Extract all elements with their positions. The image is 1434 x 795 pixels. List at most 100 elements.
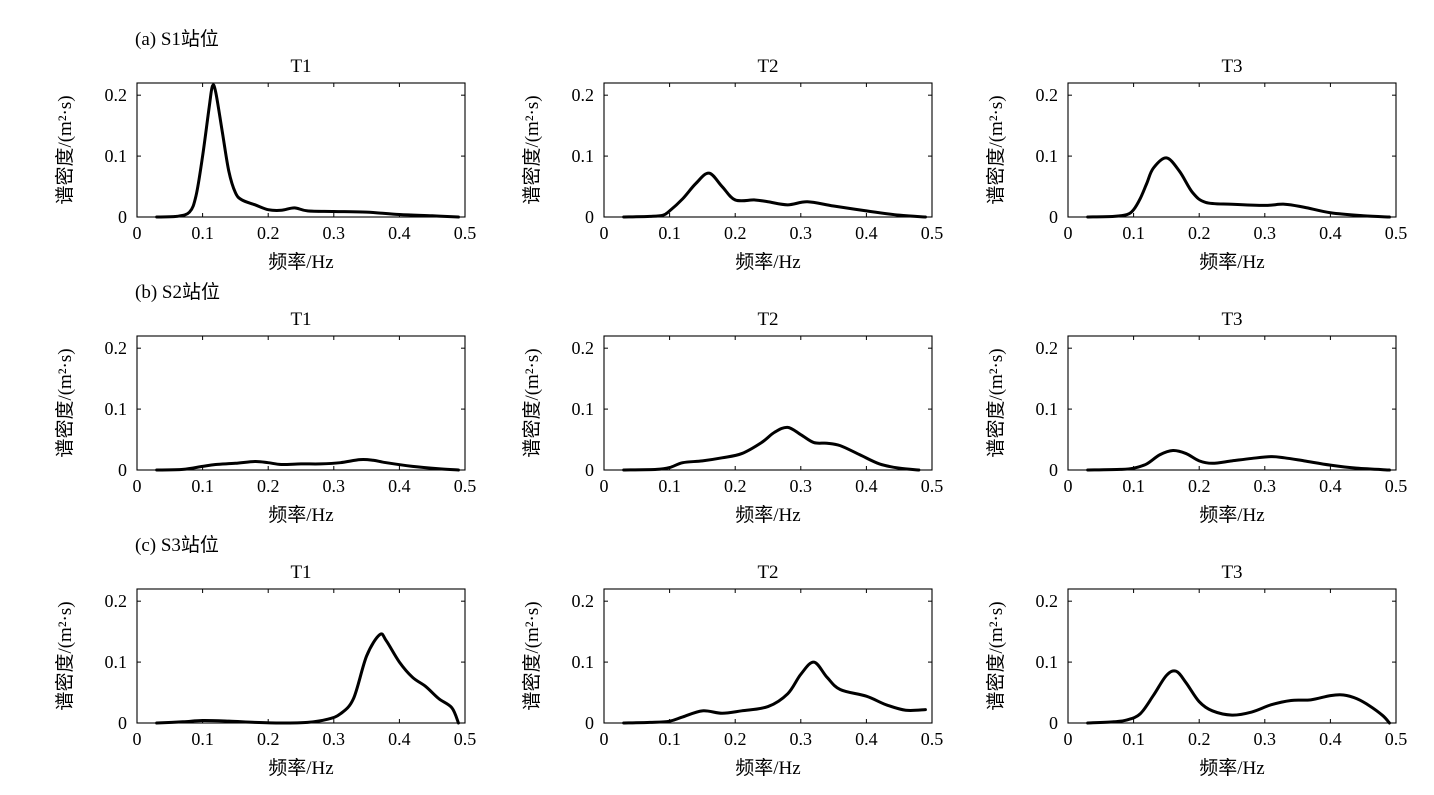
y-axis-label: 谱密度/(m²·s)	[54, 348, 76, 457]
y-axis-label: 谱密度/(m²·s)	[54, 601, 76, 710]
x-tick-label: 0.2	[1188, 223, 1211, 243]
x-tick-label: 0.2	[724, 223, 747, 243]
plot-frame	[1067, 335, 1397, 471]
x-tick-label: 0.1	[191, 223, 214, 243]
x-tick-label: 0.5	[921, 223, 944, 243]
x-axis-label: 频率/Hz	[1199, 504, 1264, 526]
x-tick-label: 0.2	[257, 729, 280, 749]
y-tick-label: 0	[585, 460, 594, 480]
y-tick-label: 0.2	[1036, 338, 1059, 358]
y-tick-label: 0.1	[1036, 146, 1059, 166]
x-tick-label: 0.4	[855, 729, 878, 749]
y-tick-label: 0.2	[105, 338, 128, 358]
x-tick-label: 0.2	[257, 223, 280, 243]
y-tick-label: 0.2	[105, 85, 128, 105]
y-tick-label: 0	[585, 207, 594, 227]
y-tick-label: 0	[1049, 713, 1058, 733]
subplot-title: T1	[290, 562, 311, 583]
y-tick-label: 0.2	[572, 85, 595, 105]
x-axis-label: 频率/Hz	[735, 251, 800, 273]
y-tick-label: 0.1	[572, 652, 595, 672]
x-tick-label: 0.5	[454, 729, 477, 749]
x-tick-label: 0.1	[658, 729, 681, 749]
x-tick-label: 0.5	[921, 729, 944, 749]
spectrum-line	[155, 458, 460, 472]
y-tick-label: 0.1	[105, 399, 128, 419]
x-tick-label: 0.2	[257, 476, 280, 496]
x-tick-label: 0	[600, 729, 609, 749]
y-axis-label: 谱密度/(m²·s)	[54, 95, 76, 204]
spectrum-line	[622, 171, 927, 219]
x-tick-label: 0.3	[323, 476, 346, 496]
subplot-title: T3	[1221, 309, 1242, 330]
x-axis-label: 频率/Hz	[268, 251, 333, 273]
x-tick-label: 0	[1064, 476, 1073, 496]
y-tick-label: 0	[118, 713, 127, 733]
x-tick-label: 0.3	[790, 476, 813, 496]
y-tick-label: 0.2	[572, 338, 595, 358]
x-tick-label: 0.1	[658, 223, 681, 243]
plot-frame	[1067, 588, 1397, 724]
y-tick-label: 0.1	[572, 146, 595, 166]
x-tick-label: 0.3	[790, 223, 813, 243]
x-tick-label: 0.5	[1385, 223, 1408, 243]
x-axis-label: 频率/Hz	[268, 757, 333, 779]
x-tick-label: 0.3	[323, 223, 346, 243]
x-tick-label: 0.3	[1254, 729, 1277, 749]
x-tick-label: 0.3	[323, 729, 346, 749]
x-tick-label: 0	[133, 223, 142, 243]
plot-frame	[136, 335, 466, 471]
plot-frame	[136, 82, 466, 218]
y-tick-label: 0.2	[1036, 591, 1059, 611]
subplot-3-3: 0 0.1 0.2 0.3 0.4 0.5 0 0.1 0.2 T3 频率/Hz 谱密度/(m²·s)	[985, 562, 1407, 779]
y-axis-label: 谱密度/(m²·s)	[521, 601, 543, 710]
x-tick-label: 0.5	[454, 476, 477, 496]
x-tick-label: 0.2	[724, 476, 747, 496]
x-tick-label: 0.1	[1122, 729, 1145, 749]
x-axis-label: 频率/Hz	[735, 504, 800, 526]
subplot-2-3: 0 0.1 0.2 0.3 0.4 0.5 0 0.1 0.2 T3 频率/Hz 谱密度/(m²·s)	[985, 309, 1407, 526]
x-tick-label: 0.1	[1122, 476, 1145, 496]
spectrum-line	[1086, 449, 1391, 472]
y-axis-label: 谱密度/(m²·s)	[521, 348, 543, 457]
panel-row-label: (b) S2站位	[135, 281, 220, 303]
x-tick-label: 0.5	[1385, 729, 1408, 749]
x-tick-label: 0.3	[1254, 476, 1277, 496]
subplot-title: T3	[1221, 562, 1242, 583]
y-tick-label: 0.1	[1036, 399, 1059, 419]
subplot-3-2: 0 0.1 0.2 0.3 0.4 0.5 0 0.1 0.2 T2 频率/Hz 谱密度/(m²·s)	[521, 562, 943, 779]
x-tick-label: 0.4	[1319, 729, 1342, 749]
subplot-title: T3	[1221, 56, 1242, 77]
x-tick-label: 0.2	[1188, 476, 1211, 496]
spectrum-line	[155, 632, 460, 725]
x-tick-label: 0	[600, 223, 609, 243]
x-tick-label: 0.1	[658, 476, 681, 496]
plot-frame	[603, 82, 933, 218]
x-tick-label: 0.3	[790, 729, 813, 749]
spectrum-line	[1086, 156, 1391, 219]
x-axis-label: 频率/Hz	[1199, 251, 1264, 273]
plot-frame	[1067, 82, 1397, 218]
y-axis-label: 谱密度/(m²·s)	[985, 348, 1007, 457]
plot-frame	[603, 335, 933, 471]
subplot-1-1: 0 0.1 0.2 0.3 0.4 0.5 0 0.1 0.2 T1 频率/Hz 谱密度/(m²·s)…	[54, 28, 476, 273]
y-tick-label: 0.1	[1036, 652, 1059, 672]
subplot-2-2: 0 0.1 0.2 0.3 0.4 0.5 0 0.1 0.2 T2 频率/Hz 谱密度/(m²·s)	[521, 309, 943, 526]
y-tick-label: 0.1	[105, 146, 128, 166]
x-tick-label: 0.1	[191, 476, 214, 496]
x-tick-label: 0.2	[1188, 729, 1211, 749]
y-tick-label: 0.2	[105, 591, 128, 611]
x-tick-label: 0	[133, 729, 142, 749]
subplot-title: T2	[757, 309, 778, 330]
x-axis-label: 频率/Hz	[1199, 757, 1264, 779]
subplot-title: T2	[757, 562, 778, 583]
spectrum-line	[622, 425, 921, 472]
x-tick-label: 0.4	[388, 223, 411, 243]
y-tick-label: 0	[1049, 207, 1058, 227]
spectrum-line	[1086, 669, 1391, 725]
y-tick-label: 0	[585, 713, 594, 733]
x-tick-label: 0.4	[855, 223, 878, 243]
y-axis-label: 谱密度/(m²·s)	[985, 95, 1007, 204]
spectrum-line	[622, 660, 927, 725]
